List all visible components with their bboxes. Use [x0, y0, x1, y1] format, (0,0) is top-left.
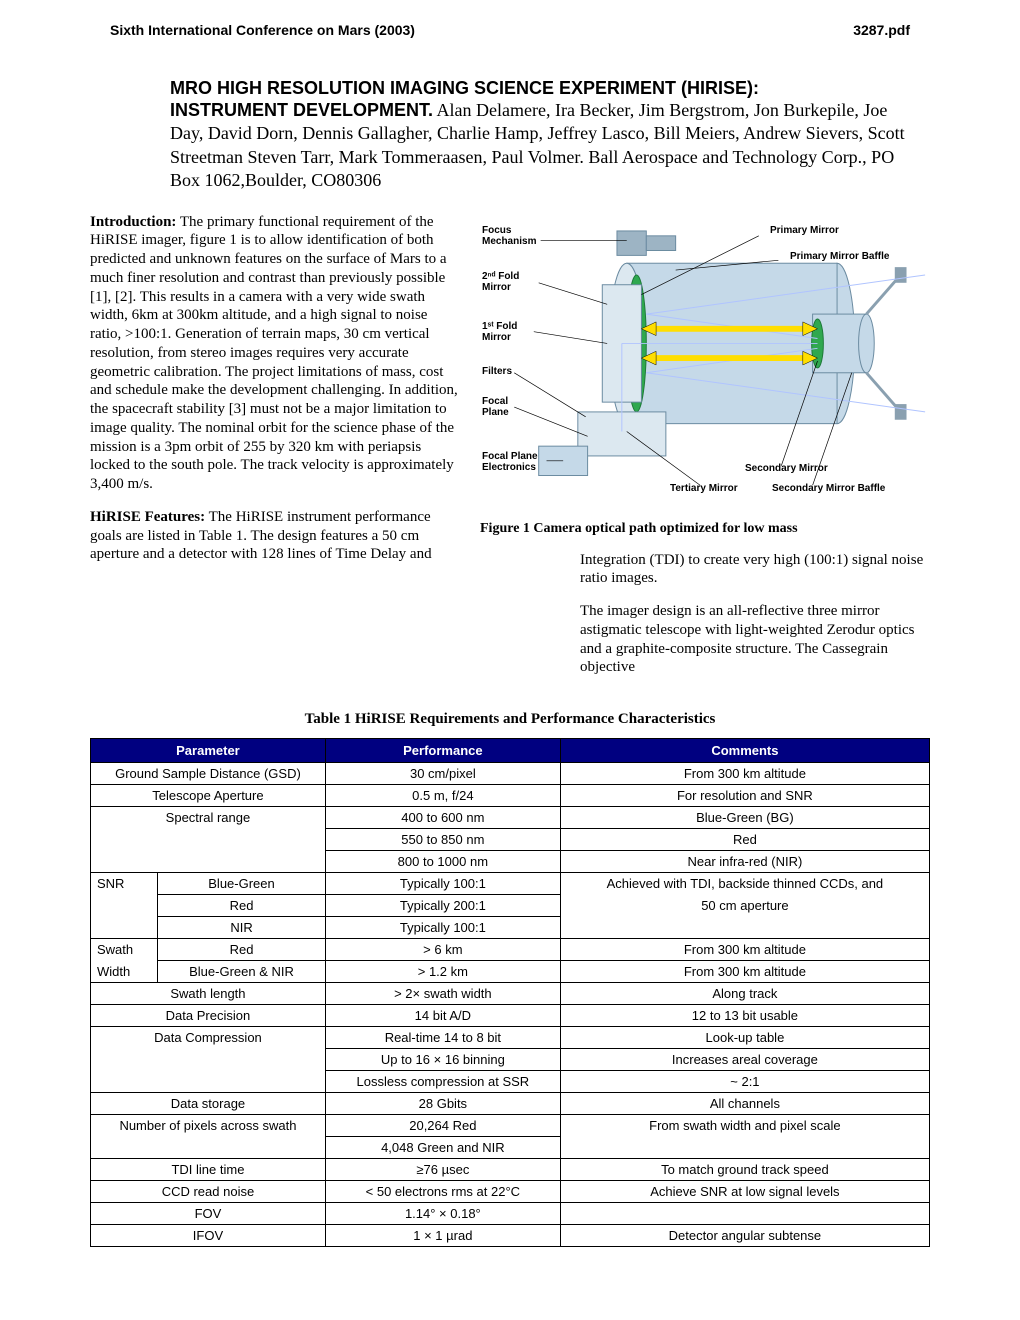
figure-1: Focus Mechanism 2ⁿᵈ Fold Mirror 1ˢᵗ Fold… — [480, 213, 930, 513]
table-1: Parameter Performance Comments Ground Sa… — [90, 738, 930, 1247]
page: Sixth International Conference on Mars (… — [0, 0, 1020, 1287]
right-column: Focus Mechanism 2ⁿᵈ Fold Mirror 1ˢᵗ Fold… — [480, 213, 930, 692]
label-pm: Primary Mirror — [770, 225, 839, 236]
table-1-caption: Table 1 HiRISE Requirements and Performa… — [90, 711, 930, 728]
th-parameter: Parameter — [91, 739, 326, 763]
runhead-left: Sixth International Conference on Mars (… — [110, 22, 415, 38]
two-column: Introduction: The primary functional req… — [90, 213, 930, 692]
left-column: Introduction: The primary functional req… — [90, 213, 460, 692]
figure-1-caption: Figure 1 Camera optical path optimized f… — [480, 521, 930, 537]
runhead-right: 3287.pdf — [853, 22, 910, 38]
th-comments: Comments — [560, 739, 929, 763]
features-paragraph: HiRISE Features: The HiRISE instrument p… — [90, 508, 460, 564]
label-fpe: Focal Plane Electronics — [482, 451, 538, 473]
title-line1: MRO HIGH RESOLUTION IMAGING SCIENCE EXPE… — [170, 78, 910, 99]
intro-paragraph: Introduction: The primary functional req… — [90, 213, 460, 494]
label-smb: Secondary Mirror Baffle — [772, 483, 885, 494]
th-performance: Performance — [325, 739, 560, 763]
features-head: HiRISE Features: — [90, 509, 205, 525]
label-fold2: 2ⁿᵈ Fold Mirror — [482, 271, 519, 293]
label-filters: Filters — [482, 366, 512, 377]
label-focalplane: Focal Plane — [482, 396, 509, 418]
label-sm: Secondary Mirror — [745, 463, 828, 474]
label-focus: Focus Mechanism — [482, 225, 536, 247]
title-line2: INSTRUMENT DEVELOPMENT. Alan Delamere, I… — [170, 99, 910, 193]
label-fold1: 1ˢᵗ Fold Mirror — [482, 321, 517, 343]
title-block: MRO HIGH RESOLUTION IMAGING SCIENCE EXPE… — [170, 78, 910, 193]
table-header-row: Parameter Performance Comments — [91, 739, 930, 763]
running-head: Sixth International Conference on Mars (… — [90, 22, 930, 78]
label-pmb: Primary Mirror Baffle — [790, 251, 889, 262]
table-body: Ground Sample Distance (GSD)30 cm/pixelF… — [91, 763, 930, 1247]
right-para-2: The imager design is an all-reflective t… — [580, 602, 930, 677]
label-tm: Tertiary Mirror — [670, 483, 738, 494]
right-para-1: Integration (TDI) to create very high (1… — [580, 551, 930, 589]
title-subtitle: INSTRUMENT DEVELOPMENT. — [170, 100, 433, 120]
intro-body: The primary functional requirement of th… — [90, 214, 458, 493]
intro-head: Introduction: — [90, 214, 176, 230]
